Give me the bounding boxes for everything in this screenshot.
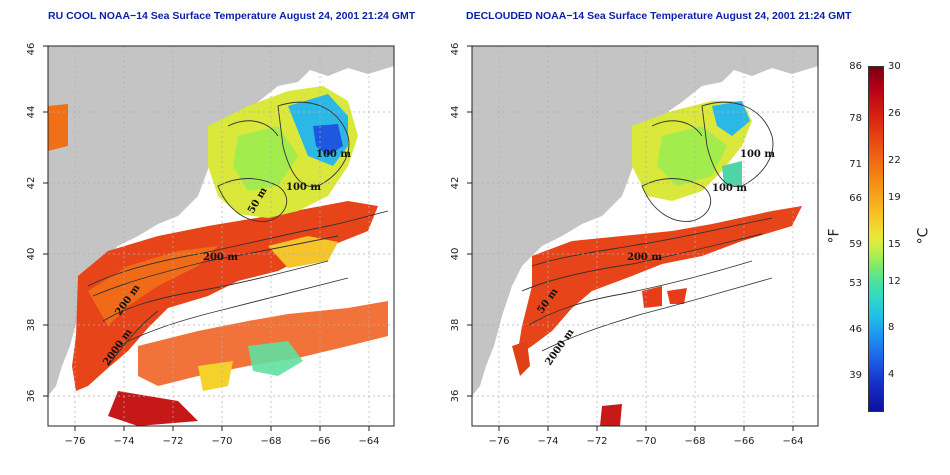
fahrenheit-unit-label: °F bbox=[826, 228, 843, 244]
lat-axis bbox=[43, 45, 48, 397]
lat-tick-label: 38 bbox=[26, 319, 37, 332]
land-mass bbox=[48, 46, 394, 396]
lat-tick-label: 44 bbox=[26, 106, 37, 119]
fahrenheit-tick: 86 bbox=[849, 61, 862, 72]
contour-label: 100 m bbox=[316, 149, 351, 160]
land-mass bbox=[472, 46, 818, 396]
lon-tick-label: −76 bbox=[488, 436, 509, 447]
fahrenheit-tick: 46 bbox=[849, 324, 862, 335]
lat-tick-label: 36 bbox=[450, 390, 461, 403]
lon-axis bbox=[498, 426, 794, 431]
bathymetry-contour bbox=[87, 210, 389, 287]
bathymetry-contour bbox=[531, 217, 773, 267]
left-map-title: RU COOL NOAA−14 Sea Surface Temperature … bbox=[48, 10, 416, 22]
celsius-tick: 8 bbox=[888, 322, 895, 333]
lat-tick-label: 42 bbox=[450, 177, 461, 190]
fahrenheit-tick: 66 bbox=[849, 193, 862, 204]
celsius-tick: 26 bbox=[888, 108, 901, 119]
fahrenheit-tick: 53 bbox=[849, 278, 862, 289]
sst-warm-field bbox=[517, 206, 802, 356]
graticule bbox=[472, 46, 818, 426]
lon-tick-label: −72 bbox=[162, 436, 183, 447]
lon-tick-label: −70 bbox=[635, 436, 656, 447]
lat-tick-label: 46 bbox=[450, 43, 461, 56]
lat-axis bbox=[467, 45, 472, 397]
lon-tick-label: −70 bbox=[211, 436, 232, 447]
lon-axis bbox=[74, 426, 370, 431]
contour-label: 100 m bbox=[740, 149, 775, 160]
celsius-tick: 4 bbox=[888, 369, 895, 380]
celsius-tick: 30 bbox=[888, 61, 901, 72]
lon-tick-label: −76 bbox=[64, 436, 85, 447]
fahrenheit-tick: 39 bbox=[849, 370, 862, 381]
lon-tick-label: −64 bbox=[782, 436, 803, 447]
lon-tick-label: −66 bbox=[733, 436, 754, 447]
lat-tick-label: 46 bbox=[26, 43, 37, 56]
contour-label: 200 m bbox=[203, 252, 238, 263]
right-map-svg: 100 m 100 m 200 m 50 m 2000 m −76 −74 −7… bbox=[450, 43, 819, 447]
lon-tick-label: −72 bbox=[586, 436, 607, 447]
lat-tick-label: 44 bbox=[450, 106, 461, 119]
celsius-tick: 12 bbox=[888, 276, 901, 287]
contour-label: 100 m bbox=[286, 182, 321, 193]
right-sst-map: 100 m 100 m 200 m 50 m 2000 m −76 −74 −7… bbox=[450, 43, 819, 447]
sst-warm-offshore bbox=[138, 301, 388, 386]
lon-tick-label: −68 bbox=[684, 436, 705, 447]
fahrenheit-tick: 78 bbox=[849, 113, 862, 124]
graticule bbox=[48, 46, 394, 426]
celsius-unit-label: °C bbox=[915, 227, 932, 245]
lat-tick-label: 40 bbox=[450, 248, 461, 261]
lon-tick-label: −74 bbox=[537, 436, 558, 447]
left-map-svg: 100 m 100 m 50 m 200 m 200 m 2000 m −76 … bbox=[26, 43, 395, 447]
left-sst-map: 100 m 100 m 50 m 200 m 200 m 2000 m −76 … bbox=[26, 43, 395, 447]
fahrenheit-tick: 71 bbox=[849, 159, 862, 170]
contour-label: 200 m bbox=[627, 252, 662, 263]
lon-tick-label: −66 bbox=[309, 436, 330, 447]
lat-tick-label: 38 bbox=[450, 319, 461, 332]
lat-tick-label: 40 bbox=[26, 248, 37, 261]
lon-tick-label: −64 bbox=[358, 436, 379, 447]
celsius-tick: 19 bbox=[888, 192, 901, 203]
lat-tick-label: 36 bbox=[26, 390, 37, 403]
fahrenheit-tick: 59 bbox=[849, 239, 862, 250]
celsius-tick: 22 bbox=[888, 155, 901, 166]
temperature-colorbar bbox=[868, 66, 884, 412]
lon-tick-label: −74 bbox=[113, 436, 134, 447]
contour-label: 100 m bbox=[712, 183, 747, 194]
right-map-title: DECLOUDED NOAA−14 Sea Surface Temperatur… bbox=[466, 10, 852, 22]
lon-tick-label: −68 bbox=[260, 436, 281, 447]
lat-tick-label: 42 bbox=[26, 177, 37, 190]
celsius-tick: 15 bbox=[888, 239, 901, 250]
